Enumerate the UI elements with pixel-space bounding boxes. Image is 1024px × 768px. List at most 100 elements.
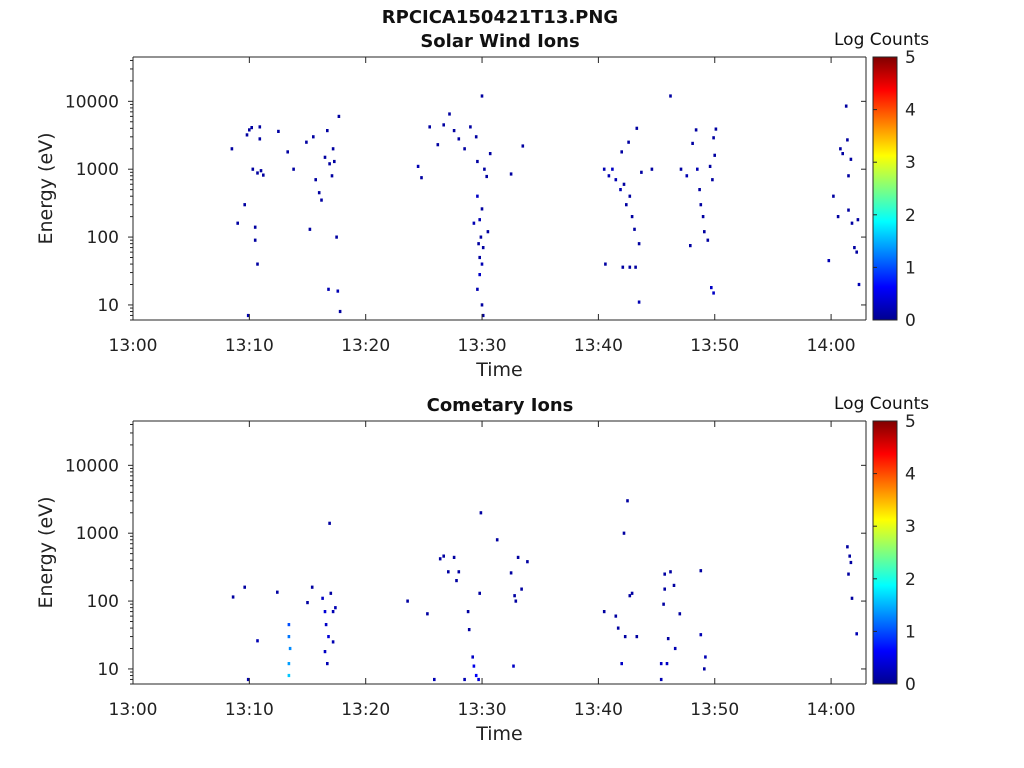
data-point-54 bbox=[481, 246, 485, 250]
y-tick-label-0: 10 bbox=[97, 660, 119, 680]
data-point-77 bbox=[627, 140, 630, 144]
data-point-32 bbox=[336, 289, 340, 293]
data-point-12 bbox=[258, 137, 262, 141]
data-point-73 bbox=[619, 188, 622, 192]
data-point-71 bbox=[699, 633, 703, 637]
data-point-55 bbox=[483, 167, 486, 171]
data-point-76 bbox=[625, 203, 628, 207]
colorbar-tick-label-3: 3 bbox=[905, 153, 916, 173]
x-tick-label-2: 13:20 bbox=[341, 336, 390, 356]
x-tick-label-6: 14:00 bbox=[807, 336, 856, 356]
x-tick-label-0: 13:00 bbox=[109, 336, 158, 356]
data-point-75 bbox=[848, 554, 851, 558]
data-point-65 bbox=[488, 152, 492, 156]
data-point-72 bbox=[704, 655, 707, 659]
data-point-69 bbox=[604, 262, 607, 266]
x-tick-label-1: 13:10 bbox=[225, 700, 274, 720]
data-point-114 bbox=[846, 138, 849, 142]
data-point-74 bbox=[846, 545, 849, 549]
colorbar-tick-label-5: 5 bbox=[905, 48, 916, 68]
data-point-18 bbox=[305, 140, 308, 144]
data-point-63 bbox=[663, 572, 666, 576]
data-point-90 bbox=[679, 167, 683, 171]
data-point-87 bbox=[640, 170, 643, 174]
data-point-34 bbox=[246, 313, 250, 318]
data-point-62 bbox=[476, 287, 479, 291]
data-point-68 bbox=[602, 167, 606, 171]
data-point-70 bbox=[607, 174, 611, 178]
data-point-4 bbox=[248, 128, 251, 132]
data-point-117 bbox=[849, 157, 853, 161]
data-point-40 bbox=[478, 591, 481, 595]
data-point-42 bbox=[452, 129, 456, 133]
data-point-32 bbox=[463, 677, 466, 682]
data-point-44 bbox=[513, 594, 516, 598]
data-point-61 bbox=[480, 303, 484, 307]
data-point-17 bbox=[326, 662, 329, 666]
data-point-26 bbox=[328, 162, 331, 166]
data-point-20 bbox=[331, 610, 335, 614]
data-point-48 bbox=[476, 159, 479, 164]
data-point-60 bbox=[478, 273, 481, 277]
data-point-72 bbox=[614, 178, 618, 182]
data-point-33 bbox=[338, 309, 342, 314]
y-axis-label: Energy (eV) bbox=[35, 132, 57, 244]
data-point-49 bbox=[602, 610, 606, 614]
data-point-3 bbox=[256, 639, 259, 643]
data-point-88 bbox=[650, 167, 654, 171]
data-point-51 bbox=[616, 626, 620, 630]
data-point-28 bbox=[447, 570, 450, 574]
x-tick-label-6: 14:00 bbox=[807, 700, 856, 720]
data-point-10 bbox=[256, 262, 259, 266]
data-point-59 bbox=[480, 262, 484, 266]
data-point-120 bbox=[855, 250, 858, 254]
data-point-113 bbox=[844, 104, 848, 108]
data-point-2 bbox=[243, 203, 246, 207]
data-point-39 bbox=[436, 143, 440, 147]
data-point-83 bbox=[621, 265, 625, 269]
data-point-3 bbox=[245, 133, 249, 137]
x-tick-label-3: 13:30 bbox=[458, 336, 507, 356]
data-point-77 bbox=[847, 572, 850, 576]
data-point-45 bbox=[469, 125, 472, 129]
colorbar-tick-label-4: 4 bbox=[905, 465, 916, 485]
data-point-79 bbox=[630, 215, 634, 219]
data-point-7 bbox=[253, 225, 257, 229]
x-tick-label-1: 13:10 bbox=[225, 336, 274, 356]
data-point-67 bbox=[521, 144, 525, 148]
data-point-20 bbox=[312, 135, 315, 139]
data-point-76 bbox=[849, 560, 853, 565]
data-point-75 bbox=[622, 182, 626, 186]
data-point-9 bbox=[256, 171, 259, 175]
data-point-107 bbox=[712, 291, 715, 295]
data-point-94 bbox=[694, 128, 698, 132]
data-point-85 bbox=[634, 265, 637, 269]
data-point-7 bbox=[288, 646, 292, 651]
y-tick-label-1: 100 bbox=[87, 228, 119, 248]
data-point-48 bbox=[526, 560, 529, 564]
data-point-26 bbox=[438, 557, 442, 561]
data-point-86 bbox=[637, 300, 641, 304]
data-point-8 bbox=[253, 238, 257, 242]
data-point-15 bbox=[327, 635, 330, 639]
data-point-91 bbox=[685, 174, 689, 178]
data-point-47 bbox=[520, 587, 523, 591]
data-point-108 bbox=[827, 259, 831, 263]
data-point-33 bbox=[466, 610, 470, 614]
data-point-109 bbox=[832, 194, 835, 198]
data-point-51 bbox=[479, 235, 483, 239]
data-point-19 bbox=[308, 227, 312, 231]
y-axis-label: Energy (eV) bbox=[35, 496, 57, 608]
data-point-34 bbox=[467, 628, 471, 632]
data-point-49 bbox=[476, 194, 479, 198]
data-point-6 bbox=[251, 167, 255, 171]
data-point-84 bbox=[628, 265, 632, 269]
y-tick-label-1: 100 bbox=[87, 592, 119, 612]
data-point-27 bbox=[442, 554, 445, 558]
data-point-29 bbox=[333, 159, 336, 164]
figure-title: RPCICA150421T13.PNG bbox=[381, 7, 619, 28]
data-point-73 bbox=[703, 667, 706, 671]
data-point-59 bbox=[659, 677, 663, 682]
data-point-0 bbox=[230, 147, 234, 151]
